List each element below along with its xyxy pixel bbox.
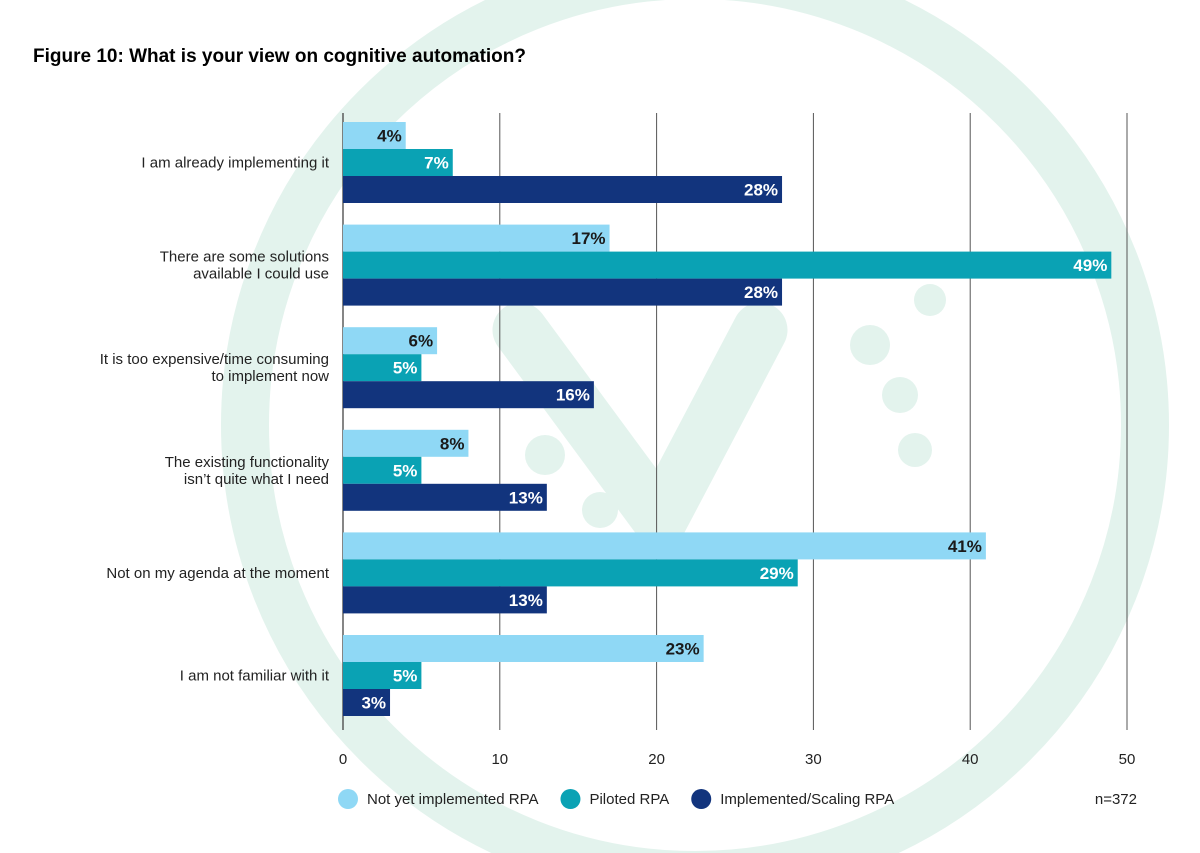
bar xyxy=(343,278,783,306)
legend-label: Implemented/Scaling RPA xyxy=(720,791,894,808)
data-label: 5% xyxy=(393,359,418,378)
watermark-dot xyxy=(898,433,932,467)
legend-swatch xyxy=(691,789,712,809)
bar xyxy=(343,327,438,355)
bar xyxy=(343,354,422,382)
data-label: 13% xyxy=(509,488,543,507)
data-label: 7% xyxy=(424,154,449,173)
bar xyxy=(343,586,547,614)
data-label: 28% xyxy=(744,181,778,200)
bar xyxy=(343,635,704,662)
legend-swatch xyxy=(338,789,358,809)
data-label: 8% xyxy=(440,434,465,453)
bar xyxy=(343,149,453,176)
data-label: 3% xyxy=(361,694,386,713)
bar xyxy=(343,532,986,560)
tick-label: 20 xyxy=(648,751,665,768)
category-label: It is too expensive/time consuming xyxy=(100,351,329,368)
data-label: 49% xyxy=(1073,256,1107,275)
watermark-dot xyxy=(914,284,946,316)
data-label: 29% xyxy=(760,564,794,583)
bar xyxy=(343,176,783,203)
tick-label: 0 xyxy=(339,751,347,768)
x-axis: 0 10 20 30 40 50 xyxy=(339,751,1136,768)
legend-swatch xyxy=(560,789,581,809)
data-label: 17% xyxy=(572,229,606,248)
tick-label: 10 xyxy=(491,751,508,768)
bar xyxy=(343,251,1112,279)
bar xyxy=(343,689,391,716)
category-label: isn’t quite what I need xyxy=(184,471,329,488)
category-label: I am not familiar with it xyxy=(180,668,330,685)
bar xyxy=(343,483,547,511)
category-label: available I could use xyxy=(193,266,329,283)
grid xyxy=(342,113,1128,730)
bar xyxy=(343,559,798,587)
data-label: 28% xyxy=(744,283,778,302)
chart-title: Figure 10: What is your view on cognitiv… xyxy=(33,46,526,67)
watermark-ring xyxy=(221,0,1169,853)
bar xyxy=(343,122,406,149)
legend-label: Not yet implemented RPA xyxy=(367,791,538,808)
watermark-dot xyxy=(850,325,890,365)
category-label: to implement now xyxy=(211,368,329,385)
legend-label: Piloted RPA xyxy=(589,791,669,808)
data-label: 5% xyxy=(393,667,418,686)
data-label: 6% xyxy=(409,332,434,351)
data-label: 23% xyxy=(666,640,700,659)
watermark-dot xyxy=(582,492,618,528)
category-label: I am already implementing it xyxy=(141,155,329,172)
watermark-dot xyxy=(882,377,918,413)
category-labels: I am already implementing it There are so… xyxy=(100,155,330,685)
data-label: 41% xyxy=(948,537,982,556)
watermark-mark xyxy=(492,302,788,548)
data-label: 16% xyxy=(556,386,590,405)
watermark-dot xyxy=(525,435,565,475)
data-label: 13% xyxy=(509,591,543,610)
bar xyxy=(343,381,594,409)
legend: Not yet implemented RPA Piloted RPA Implem… xyxy=(338,789,894,809)
category-label: The existing functionality xyxy=(165,454,330,471)
tick-label: 40 xyxy=(962,751,979,768)
bar xyxy=(343,429,469,457)
tick-label: 30 xyxy=(805,751,822,768)
sample-size-note: n=372 xyxy=(1095,791,1137,808)
bar xyxy=(343,662,422,689)
category-label: Not on my agenda at the moment xyxy=(106,565,329,582)
tick-label: 50 xyxy=(1119,751,1136,768)
bar xyxy=(343,456,422,484)
bar xyxy=(343,224,610,252)
data-label: 5% xyxy=(393,461,418,480)
category-label: There are some solutions xyxy=(160,249,329,266)
bars: 4% 7% 28% 17% 49% 28% 6% 5% 16% 8% 5% 13% 41% 29% 13% 2… xyxy=(343,122,1112,716)
data-label: 4% xyxy=(377,127,402,146)
